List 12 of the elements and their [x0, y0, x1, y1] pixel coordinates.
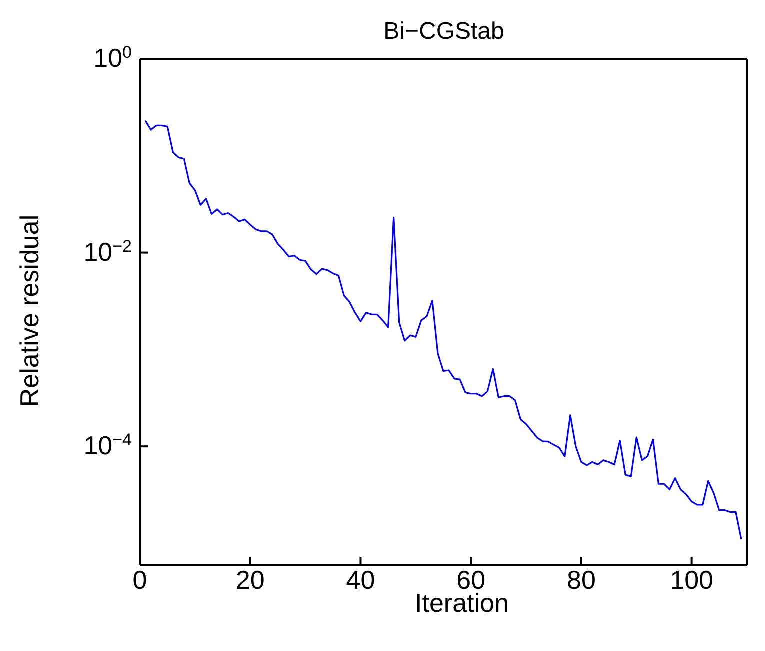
y-tick-label: 10$^{−4}$: [84, 430, 132, 461]
x-axis-title: Iteration: [415, 588, 509, 618]
x-tick-label: 80: [566, 565, 596, 595]
y-axis-title: Relative residual: [14, 214, 46, 408]
chart-title: Bi−CGStab: [382, 18, 506, 46]
x-tick-label: 20: [236, 565, 265, 595]
x-tick-label: 0: [132, 565, 148, 595]
y-tick-label: 10$^{0}$: [94, 42, 132, 73]
x-tick-label: 40: [346, 565, 376, 595]
y-tick-label: 10$^{−2}$: [84, 236, 132, 267]
line-series: [144, 120, 742, 540]
x-tick-label: 100: [670, 565, 714, 595]
